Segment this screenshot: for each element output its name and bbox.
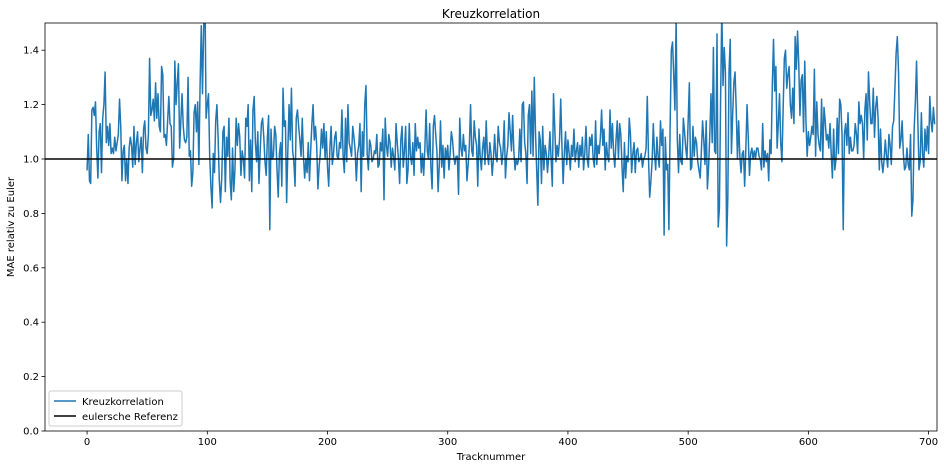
chart-title: Kreuzkorrelation	[442, 7, 540, 21]
y-tick-label: 1.4	[23, 46, 39, 57]
y-tick-label: 1.0	[23, 155, 39, 166]
y-tick-label: 0.6	[23, 263, 39, 274]
x-tick-label: 700	[919, 437, 938, 448]
x-tick-label: 500	[679, 437, 698, 448]
x-axis-label: Tracknummer	[456, 452, 526, 463]
y-axis-ticks: 0.0 0.2 0.4 0.6 0.8 1.0 1.2 1.4	[23, 46, 45, 438]
x-tick-label: 0	[84, 437, 90, 448]
x-tick-label: 200	[318, 437, 337, 448]
y-tick-label: 0.0	[23, 427, 39, 438]
plot-area	[45, 23, 937, 431]
y-tick-label: 0.4	[23, 318, 39, 329]
series-line-kreuzkorrelation	[86, 23, 936, 247]
x-tick-label: 100	[198, 437, 217, 448]
plot-frame	[44, 22, 938, 432]
y-tick-label: 0.2	[23, 372, 39, 383]
legend-label-kreuzkorrelation: Kreuzkorrelation	[82, 397, 164, 408]
x-tick-label: 600	[799, 437, 818, 448]
legend-label-eulersche-referenz: eulersche Referenz	[82, 412, 178, 423]
x-axis-ticks: 0 100 200 300 400 500 600 700	[84, 431, 938, 448]
y-tick-label: 1.2	[23, 100, 39, 111]
plot-content	[45, 23, 937, 247]
legend: Kreuzkorrelation eulersche Referenz	[48, 390, 183, 427]
y-axis-label: MAE relativ zu Euler	[6, 176, 17, 277]
x-tick-label: 400	[558, 437, 577, 448]
y-tick-label: 0.8	[23, 209, 39, 220]
x-tick-label: 300	[438, 437, 457, 448]
legend-box	[48, 390, 183, 427]
